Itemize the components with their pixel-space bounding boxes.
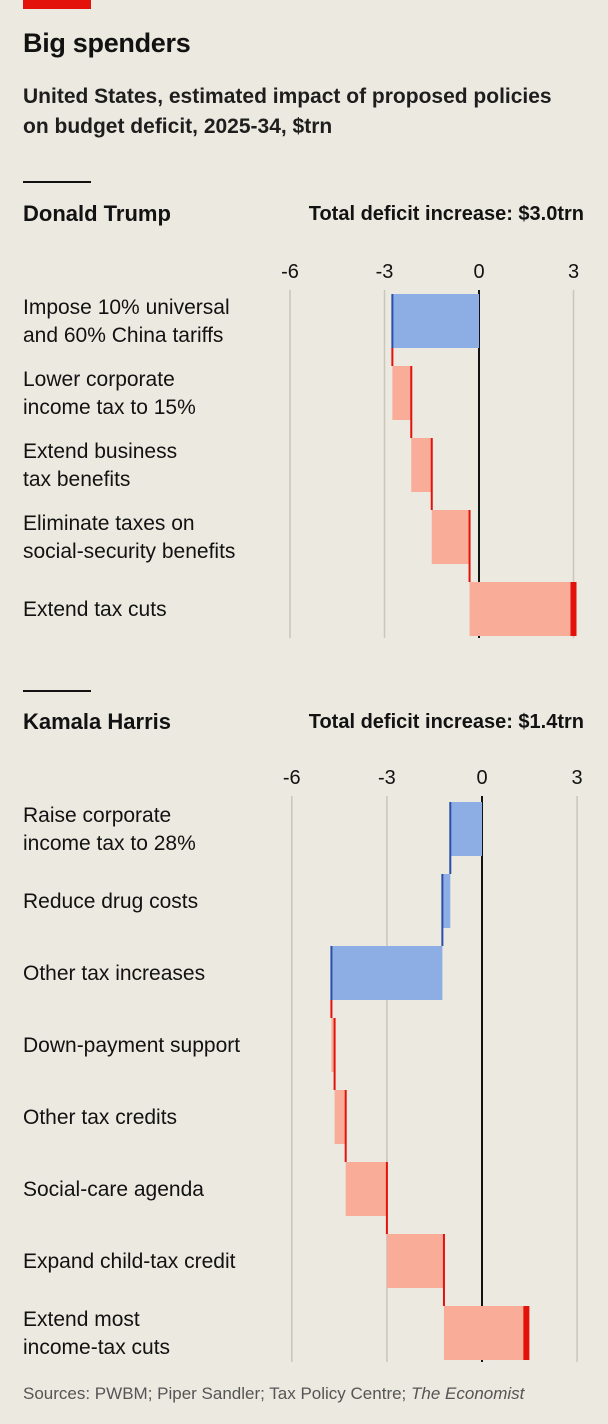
row-label: Expand child-tax credit xyxy=(23,1250,236,1273)
row-label: Other tax credits xyxy=(23,1106,177,1129)
total-marker xyxy=(570,582,577,636)
waterfall-bar xyxy=(331,1018,335,1072)
row-label: Impose 10% universal xyxy=(23,296,230,319)
section-title-trump: Donald Trump xyxy=(23,201,171,226)
tick-label: -3 xyxy=(378,767,396,789)
section-total-trump: Total deficit increase: $3.0trn xyxy=(308,203,584,225)
chart-title: Big spenders xyxy=(23,28,191,58)
row-label: tax benefits xyxy=(23,468,130,491)
row-label: Down-payment support xyxy=(23,1034,240,1057)
waterfall-bar xyxy=(392,366,412,420)
row-label: and 60% China tariffs xyxy=(23,324,223,347)
source-text: Sources: PWBM; Piper Sandler; Tax Policy… xyxy=(23,1384,412,1403)
row-label: Other tax increases xyxy=(23,962,205,985)
waterfall-bar xyxy=(331,946,443,1000)
row-label: Extend business xyxy=(23,440,177,463)
waterfall-bar xyxy=(411,438,432,492)
row-label: income-tax cuts xyxy=(23,1336,170,1359)
waterfall-chart-harris: -6 -3 0 3 Raise corporate income tax to 28% Re… xyxy=(23,767,583,1362)
tick-label: -6 xyxy=(283,767,301,789)
waterfall-bar xyxy=(443,1306,527,1360)
waterfall-bar xyxy=(334,1090,346,1144)
waterfall-bar xyxy=(450,802,482,856)
row-label: income tax to 28% xyxy=(23,832,196,855)
tick-label: -3 xyxy=(376,261,394,283)
row-label: Extend most xyxy=(23,1308,140,1331)
section-rule-trump xyxy=(23,181,91,183)
waterfall-bar xyxy=(442,874,451,928)
waterfall-chart-trump: -6 -3 0 3 Impose 10% universal and 60% China … xyxy=(23,261,579,638)
waterfall-bar xyxy=(469,582,574,636)
total-marker xyxy=(523,1306,530,1360)
source-note: Sources: PWBM; Piper Sandler; Tax Policy… xyxy=(23,1384,524,1404)
row-label: income tax to 15% xyxy=(23,396,196,419)
row-label: Extend tax cuts xyxy=(23,598,167,621)
section-rule-harris xyxy=(23,690,91,692)
tick-label: 3 xyxy=(572,767,583,789)
row-label: Lower corporate xyxy=(23,368,175,391)
section-title-harris: Kamala Harris xyxy=(23,709,171,734)
chart-subtitle: United States, estimated impact of propo… xyxy=(23,85,552,138)
waterfall-bar xyxy=(431,510,470,564)
row-label: Social-care agenda xyxy=(23,1178,204,1201)
row-label: social-security benefits xyxy=(23,540,235,563)
tick-label: 0 xyxy=(476,767,487,789)
tick-label: 3 xyxy=(568,261,579,283)
brand-red-bar xyxy=(23,0,91,9)
tick-label: 0 xyxy=(473,261,484,283)
waterfall-bar xyxy=(345,1162,387,1216)
waterfall-bar xyxy=(392,294,479,348)
row-label: Eliminate taxes on xyxy=(23,512,195,535)
row-label: Raise corporate xyxy=(23,804,171,827)
section-total-harris: Total deficit increase: $1.4trn xyxy=(308,711,584,733)
source-publication: The Economist xyxy=(411,1384,525,1403)
waterfall-bar xyxy=(386,1234,444,1288)
tick-label: -6 xyxy=(281,261,299,283)
row-label: Reduce drug costs xyxy=(23,890,198,913)
